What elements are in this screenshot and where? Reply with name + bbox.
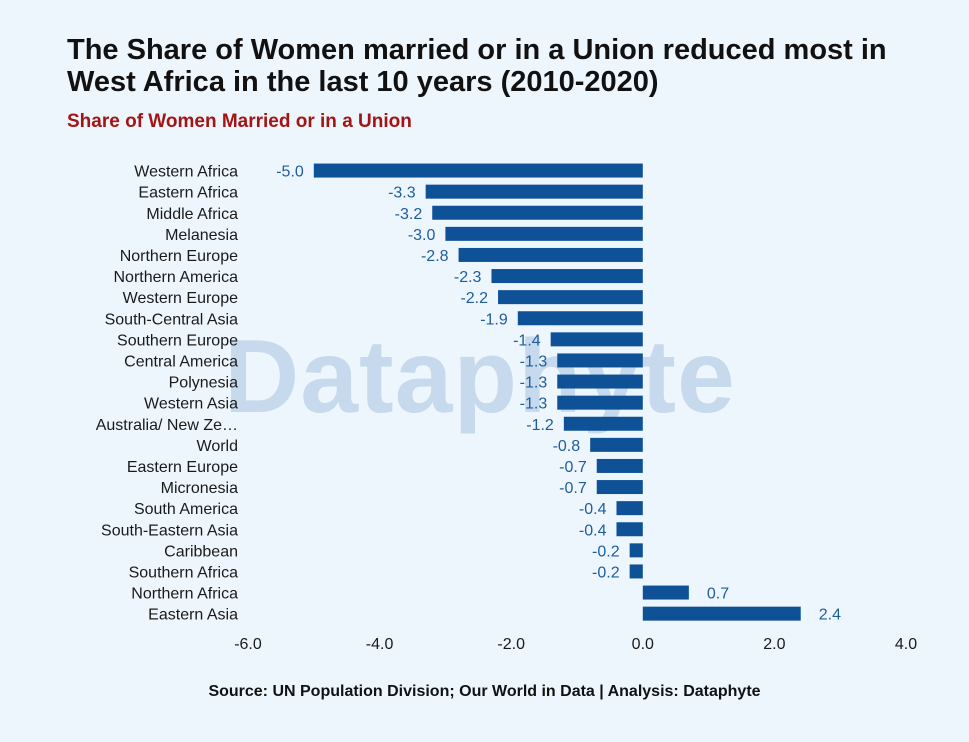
- category-label: Eastern Asia: [148, 607, 238, 624]
- x-tick-label: 2.0: [763, 636, 785, 653]
- x-tick-label: -4.0: [366, 636, 394, 653]
- bar: [550, 332, 643, 347]
- bar: [596, 458, 643, 473]
- category-label: Eastern Europe: [127, 459, 238, 476]
- category-label: Eastern Africa: [138, 185, 238, 202]
- category-label: Northern America: [114, 269, 239, 286]
- value-label: -0.7: [559, 480, 587, 497]
- category-label: Northern Europe: [120, 248, 238, 265]
- bar: [432, 205, 643, 220]
- bar: [313, 163, 643, 178]
- bar: [491, 269, 643, 284]
- bar: [590, 437, 643, 452]
- x-tick-label: 0.0: [632, 636, 654, 653]
- value-label: -0.7: [559, 459, 587, 476]
- category-label: South-Eastern Asia: [101, 522, 238, 539]
- x-tick-label: -6.0: [234, 636, 262, 653]
- category-label: World: [197, 438, 239, 455]
- category-label: Central America: [124, 353, 238, 370]
- value-label: -1.9: [480, 311, 508, 328]
- category-label: Australia/ New Ze…: [96, 417, 238, 434]
- bar: [425, 184, 643, 199]
- value-label: -2.8: [421, 248, 449, 265]
- category-label: Western Asia: [144, 396, 238, 413]
- category-label: Polynesia: [169, 375, 238, 392]
- category-label: South America: [134, 501, 238, 518]
- bar: [629, 543, 643, 558]
- category-label: Northern Africa: [131, 586, 238, 603]
- bar: [557, 353, 643, 368]
- value-label: -5.0: [276, 164, 304, 181]
- bar: [458, 247, 643, 262]
- value-label: -1.3: [520, 353, 548, 370]
- value-label: -3.3: [388, 185, 416, 202]
- x-tick-label: 4.0: [895, 636, 917, 653]
- value-label: -1.2: [526, 417, 554, 434]
- bar: [616, 501, 643, 516]
- category-label: Micronesia: [161, 480, 238, 497]
- value-label: -2.2: [460, 290, 488, 307]
- bar: [498, 290, 643, 305]
- bar: [557, 374, 643, 389]
- bar: [629, 564, 643, 579]
- x-tick-label: -2.0: [497, 636, 525, 653]
- value-label: -0.2: [592, 543, 620, 560]
- bar: [557, 395, 643, 410]
- bar: [563, 416, 643, 431]
- value-label: -1.3: [520, 396, 548, 413]
- source-note: Source: UN Population Division; Our Worl…: [208, 683, 761, 700]
- category-label: Western Africa: [134, 164, 238, 181]
- category-label: South-Central Asia: [105, 311, 239, 328]
- value-label: -2.3: [454, 269, 482, 286]
- value-label: -0.2: [592, 564, 620, 581]
- category-label: Southern Africa: [129, 564, 239, 581]
- category-label: Melanesia: [165, 227, 238, 244]
- value-label: 2.4: [819, 607, 841, 624]
- category-label: Caribbean: [164, 543, 238, 560]
- value-label: -1.3: [520, 375, 548, 392]
- chart-subtitle: Share of Women Married or in a Union: [67, 111, 412, 132]
- value-label: 0.7: [707, 586, 729, 603]
- value-label: -0.8: [553, 438, 581, 455]
- category-label: Southern Europe: [117, 332, 238, 349]
- bar: [642, 585, 689, 600]
- bar: [517, 311, 643, 326]
- bar: [642, 606, 801, 621]
- value-label: -0.4: [579, 501, 607, 518]
- value-label: -0.4: [579, 522, 607, 539]
- category-label: Middle Africa: [146, 206, 238, 223]
- bar: [596, 480, 643, 495]
- bar-chart: Western Africa -5.0 Eastern Africa -3.3 Midd…: [96, 163, 917, 653]
- value-label: -1.4: [513, 332, 541, 349]
- bar: [616, 522, 643, 537]
- value-label: -3.2: [395, 206, 423, 223]
- chart-title: The Share of Women married or in a Union…: [67, 34, 887, 98]
- category-label: Western Europe: [123, 290, 238, 307]
- value-label: -3.0: [408, 227, 436, 244]
- bar: [445, 226, 643, 241]
